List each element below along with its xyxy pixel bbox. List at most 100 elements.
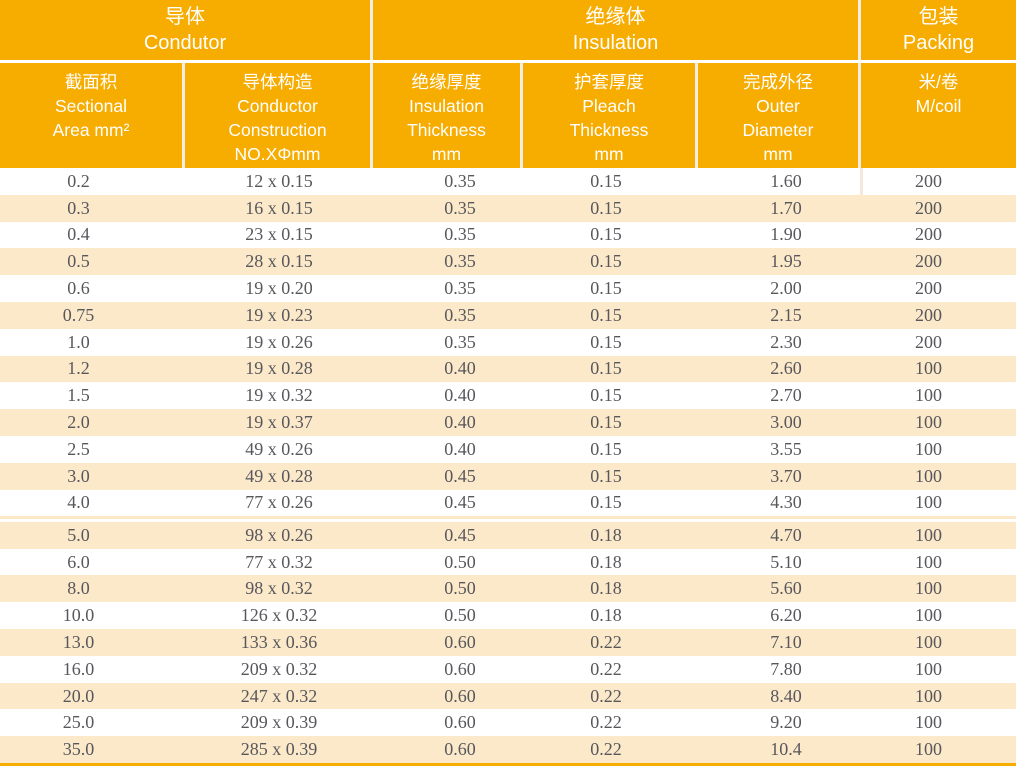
cell-sectional-area: 8.0 [67,578,90,599]
cell-m-per-coil: 200 [915,304,942,325]
column-header-line: Thickness [407,120,486,140]
cell-conductor-construction: 19 x 0.28 [245,358,313,379]
column-header-line: Diameter [742,120,814,140]
group-header-insulation-en: Insulation [572,32,659,54]
section-separator-beige [0,516,1016,519]
cell-insulation-thickness: 0.35 [444,197,476,218]
table-row: 20.0 247 x 0.32 0.60 0.22 8.40 100 [0,682,1016,710]
cell-insulation-thickness: 0.35 [444,304,476,325]
cell-conductor-construction: 98 x 0.32 [245,578,313,599]
group-header-insulation: 绝缘体 Insulation [373,0,861,60]
cell-m-per-coil: 100 [915,578,942,599]
cell-sectional-area: 1.0 [67,331,90,352]
column-header-line: Insulation [409,96,484,116]
cell-m-per-coil: 100 [915,358,942,379]
cell-sectional-area: 0.75 [62,304,95,325]
cell-sectional-area: 3.0 [67,465,90,486]
cell-m-per-coil: 100 [915,712,942,733]
cell-pleach-thickness: 0.18 [590,524,622,545]
table-row: 1.2 19 x 0.28 0.40 0.15 2.60 100 [0,355,1016,383]
column-header-conductor-construction: 导体构造 Conductor Construction NO.XΦmm [185,63,373,168]
column-header-line: 米/卷 [918,72,959,92]
cell-pleach-thickness: 0.15 [590,304,622,325]
table-body: 0.2 12 x 0.15 0.35 0.15 1.60 200 0.3 16 x 0.15 0… [0,168,1016,764]
cell-insulation-thickness: 0.35 [444,331,476,352]
cell-insulation-thickness: 0.35 [444,278,476,299]
table-row: 0.3 16 x 0.15 0.35 0.15 1.70 200 [0,194,1016,222]
cell-insulation-thickness: 0.45 [444,492,476,513]
group-header-conductor-zh: 导体 [165,6,205,28]
cell-pleach-thickness: 0.15 [590,278,622,299]
cell-pleach-thickness: 0.18 [590,551,622,572]
cell-insulation-thickness: 0.50 [444,605,476,626]
cell-conductor-construction: 133 x 0.36 [240,631,318,652]
cell-conductor-construction: 126 x 0.32 [240,605,318,626]
table-row: 8.0 98 x 0.32 0.50 0.18 5.60 100 [0,575,1016,603]
cell-outer-diameter: 5.10 [770,551,802,572]
column-header-pleach-thickness: 护套厚度 Pleach Thickness mm [523,63,698,168]
cell-m-per-coil: 200 [915,278,942,299]
column-header-line: Sectional [55,96,127,116]
cell-conductor-construction: 49 x 0.26 [245,438,313,459]
cell-conductor-construction: 209 x 0.39 [240,712,318,733]
cell-insulation-thickness: 0.35 [444,224,476,245]
cell-pleach-thickness: 0.18 [590,578,622,599]
table-row: 25.0 209 x 0.39 0.60 0.22 9.20 100 [0,709,1016,737]
column-header-line: mm [763,144,793,164]
table-row: 2.5 49 x 0.26 0.40 0.15 3.55 100 [0,435,1016,463]
cell-conductor-construction: 77 x 0.32 [245,551,313,572]
table-row: 1.5 19 x 0.32 0.40 0.15 2.70 100 [0,382,1016,410]
cell-outer-diameter: 2.70 [770,385,802,406]
group-header-packing-zh: 包装 [918,6,959,28]
column-header-line: Area mm² [52,120,130,140]
cell-conductor-construction: 49 x 0.28 [245,465,313,486]
cell-outer-diameter: 2.60 [770,358,802,379]
table-row: 35.0 285 x 0.39 0.60 0.22 10.4 100 [0,736,1016,764]
cell-insulation-thickness: 0.60 [444,739,476,760]
cell-sectional-area: 5.0 [67,524,90,545]
table-row: 16.0 209 x 0.32 0.60 0.22 7.80 100 [0,655,1016,683]
group-header-packing-en: Packing [902,32,975,54]
group-header-insulation-zh: 绝缘体 [585,6,646,28]
table-row: 5.0 98 x 0.26 0.45 0.18 4.70 100 [0,521,1016,549]
cell-insulation-thickness: 0.60 [444,658,476,679]
cell-m-per-coil: 200 [915,170,942,191]
cell-pleach-thickness: 0.15 [590,331,622,352]
cell-sectional-area: 0.6 [67,278,90,299]
cell-sectional-area: 2.0 [67,412,90,433]
cell-insulation-thickness: 0.40 [444,412,476,433]
cell-conductor-construction: 209 x 0.32 [240,658,318,679]
cell-sectional-area: 6.0 [67,551,90,572]
group-header-packing: 包装 Packing [861,0,1016,60]
cell-m-per-coil: 100 [915,551,942,572]
cell-conductor-construction: 19 x 0.32 [245,385,313,406]
column-header-line: 护套厚度 [574,72,644,92]
cell-outer-diameter: 3.55 [770,438,802,459]
cell-conductor-construction: 19 x 0.23 [245,304,313,325]
cell-m-per-coil: 100 [915,631,942,652]
cell-insulation-thickness: 0.35 [444,251,476,272]
cell-conductor-construction: 247 x 0.32 [240,685,318,706]
column-header-outer-diameter: 完成外径 Outer Diameter mm [698,63,861,168]
cell-insulation-thickness: 0.40 [444,438,476,459]
cell-conductor-construction: 285 x 0.39 [240,739,318,760]
cell-insulation-thickness: 0.35 [444,170,476,191]
cell-conductor-construction: 77 x 0.26 [245,492,313,513]
cell-pleach-thickness: 0.15 [590,224,622,245]
section-separator-white [0,518,1016,522]
group-header-conductor-en: Condutor [143,32,227,54]
cell-pleach-thickness: 0.15 [590,251,622,272]
table-row: 1.0 19 x 0.26 0.35 0.15 2.30 200 [0,328,1016,356]
cell-m-per-coil: 100 [915,685,942,706]
cell-conductor-construction: 19 x 0.20 [245,278,313,299]
cell-outer-diameter: 2.30 [770,331,802,352]
cell-sectional-area: 0.4 [67,224,90,245]
table-column-header-row: 截面积 Sectional Area mm² 导体构造 Conductor Co… [0,63,1016,168]
column-header-line: mm [594,144,624,164]
cell-sectional-area: 0.3 [67,197,90,218]
table-row: 0.6 19 x 0.20 0.35 0.15 2.00 200 [0,275,1016,302]
cell-outer-diameter: 1.90 [770,224,802,245]
cell-sectional-area: 10.0 [62,605,95,626]
cell-pleach-thickness: 0.22 [590,712,622,733]
